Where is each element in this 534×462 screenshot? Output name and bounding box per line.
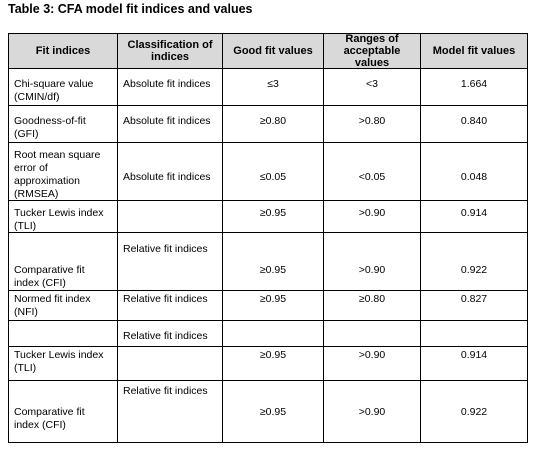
value-text: ≥0.80 (259, 115, 287, 127)
table-title: Table 3: CFA model fit indices and value… (8, 2, 253, 16)
classification: Relative fit indices (123, 243, 208, 255)
value-text: ≥0.95 (259, 406, 287, 418)
fit-index-name: Chi-square value (CMIN/df) (14, 78, 94, 103)
table-cell: Normed fit index (NFI) (8, 290, 118, 321)
fit-index-name: Tucker Lewis index (TLI) (14, 207, 104, 232)
value-text: ≥0.95 (259, 349, 287, 361)
classification: Relative fit indices (123, 330, 208, 342)
table-cell (117, 346, 223, 381)
table-cell: Relative fit indices (117, 290, 223, 321)
table-cell: Absolute fit indices (117, 142, 223, 201)
column-header: Model fit values (420, 33, 528, 69)
table-cell: <0.05 (323, 142, 421, 201)
classification: Absolute fit indices (123, 78, 211, 90)
value-text: 0.922 (460, 406, 488, 418)
table-cell: 0.922 (420, 232, 528, 291)
table-cell: ≥0.95 (222, 200, 324, 233)
table-cell: Comparative fit index (CFI) (8, 380, 118, 443)
fit-index-name: Comparative fit index (CFI) (14, 406, 85, 431)
table-cell: Absolute fit indices (117, 68, 223, 106)
fit-index-name: Root mean square error of approximation … (14, 149, 101, 200)
column-header: Classification of indices (117, 33, 223, 69)
value-text: 0.827 (460, 293, 488, 305)
table-cell: 0.922 (420, 380, 528, 443)
table-cell: Relative fit indices (117, 380, 223, 443)
value-text: ≥0.95 (259, 293, 287, 305)
value-text: >0.90 (358, 207, 386, 219)
fit-index-name: Normed fit index (NFI) (14, 293, 91, 318)
fit-index-name: Goodness-of-fit (GFI) (14, 115, 86, 140)
table-cell: Tucker Lewis index (TLI) (8, 346, 118, 381)
table-cell: ≥0.80 (323, 290, 421, 321)
fit-index-name: Tucker Lewis index (TLI) (14, 349, 104, 374)
table-cell (117, 200, 223, 233)
table-cell: Chi-square value (CMIN/df) (8, 68, 118, 106)
value-text: 0.048 (460, 171, 488, 183)
table-cell: ≥0.80 (222, 105, 324, 143)
table-cell: Goodness-of-fit (GFI) (8, 105, 118, 143)
table-cell: ≥0.95 (222, 290, 324, 321)
table-cell: 0.048 (420, 142, 528, 201)
table-cell (420, 320, 528, 347)
column-header: Ranges of acceptable values (323, 33, 421, 69)
table-cell: >0.90 (323, 346, 421, 381)
table-cell: >0.80 (323, 105, 421, 143)
value-text: ≤3 (267, 78, 279, 90)
fit-index-name: Comparative fit index (CFI) (14, 264, 85, 289)
value-text: 0.840 (460, 115, 488, 127)
classification: Absolute fit indices (123, 115, 211, 127)
value-text: ≥0.95 (259, 207, 287, 219)
table-cell (8, 320, 118, 347)
classification: Relative fit indices (123, 293, 208, 305)
table-cell: ≤3 (222, 68, 324, 106)
value-text: 1.664 (460, 78, 488, 90)
value-text: <3 (366, 78, 378, 90)
table-cell: ≤0.05 (222, 142, 324, 201)
table-cell: Absolute fit indices (117, 105, 223, 143)
value-text: 0.914 (460, 207, 488, 219)
table-cell: >0.90 (323, 232, 421, 291)
table-cell: 0.827 (420, 290, 528, 321)
value-text: >0.90 (358, 349, 386, 361)
table-cell: Comparative fit index (CFI) (8, 232, 118, 291)
table-cell: 0.914 (420, 346, 528, 381)
value-text: 0.922 (460, 264, 488, 276)
value-text: >0.90 (358, 406, 386, 418)
value-text: >0.90 (358, 264, 386, 276)
value-text: 0.914 (460, 349, 488, 361)
table-cell: ≥0.95 (222, 346, 324, 381)
value-text: >0.80 (358, 115, 386, 127)
classification: Absolute fit indices (123, 171, 211, 183)
value-text: ≥0.95 (259, 264, 287, 276)
table-cell: Relative fit indices (117, 320, 223, 347)
value-text: ≤0.05 (259, 171, 287, 183)
classification: Relative fit indices (123, 385, 208, 397)
table-cell: <3 (323, 68, 421, 106)
table-cell (222, 320, 324, 347)
column-header: Good fit values (222, 33, 324, 69)
table-cell: 1.664 (420, 68, 528, 106)
table-cell: 0.914 (420, 200, 528, 233)
table-cell: Root mean square error of approximation … (8, 142, 118, 201)
value-text: <0.05 (358, 171, 386, 183)
column-header: Fit indices (8, 33, 118, 69)
table-cell: ≥0.95 (222, 232, 324, 291)
table-cell: ≥0.95 (222, 380, 324, 443)
table-cell: Relative fit indices (117, 232, 223, 291)
table-cell: >0.90 (323, 380, 421, 443)
table-cell: >0.90 (323, 200, 421, 233)
table-cell: 0.840 (420, 105, 528, 143)
table-cell (323, 320, 421, 347)
value-text: ≥0.80 (358, 293, 386, 305)
table-cell: Tucker Lewis index (TLI) (8, 200, 118, 233)
